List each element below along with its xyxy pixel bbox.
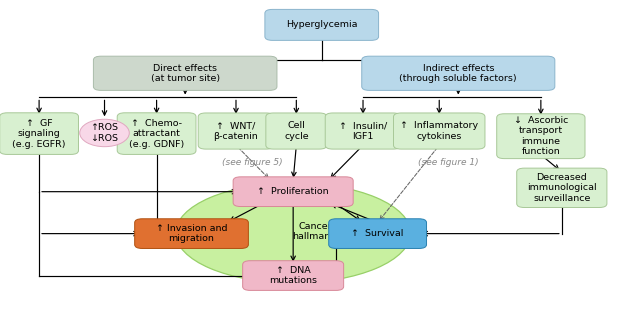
- FancyBboxPatch shape: [497, 114, 585, 159]
- FancyBboxPatch shape: [93, 56, 277, 90]
- Text: ↑ROS
↓ROS: ↑ROS ↓ROS: [90, 123, 118, 143]
- FancyBboxPatch shape: [266, 113, 327, 149]
- Ellipse shape: [80, 119, 129, 147]
- Text: ↑  Survival: ↑ Survival: [351, 229, 404, 238]
- Text: ↑  Inflammatory
cytokines: ↑ Inflammatory cytokines: [400, 121, 478, 141]
- FancyBboxPatch shape: [325, 113, 401, 149]
- FancyBboxPatch shape: [243, 261, 344, 290]
- Text: Hyperglycemia: Hyperglycemia: [286, 20, 358, 29]
- Text: ↑  Chemo-
attractant
(e.g. GDNF): ↑ Chemo- attractant (e.g. GDNF): [129, 119, 184, 148]
- Text: (see figure 5): (see figure 5): [221, 158, 282, 167]
- Text: Indirect effects
(through soluble factors): Indirect effects (through soluble factor…: [399, 64, 517, 83]
- FancyBboxPatch shape: [265, 9, 379, 40]
- FancyBboxPatch shape: [516, 168, 607, 207]
- Text: Cell
cycle: Cell cycle: [284, 121, 308, 141]
- FancyBboxPatch shape: [198, 113, 274, 149]
- FancyBboxPatch shape: [134, 219, 248, 249]
- Ellipse shape: [175, 183, 411, 283]
- Text: Decreased
immunological
surveillance: Decreased immunological surveillance: [527, 173, 596, 203]
- Text: ↑  Proliferation: ↑ Proliferation: [257, 187, 329, 196]
- FancyBboxPatch shape: [0, 113, 79, 155]
- FancyBboxPatch shape: [394, 113, 485, 149]
- Text: Cancer
hallmarks: Cancer hallmarks: [292, 222, 339, 241]
- Text: ↑  GF
signaling
(e.g. EGFR): ↑ GF signaling (e.g. EGFR): [12, 119, 66, 148]
- Text: ↓  Ascorbic
transport
immune
function: ↓ Ascorbic transport immune function: [514, 116, 568, 156]
- FancyBboxPatch shape: [329, 219, 426, 249]
- FancyBboxPatch shape: [233, 177, 353, 206]
- Text: ↑  DNA
mutations: ↑ DNA mutations: [269, 266, 317, 285]
- FancyBboxPatch shape: [117, 113, 196, 155]
- Text: ↑  Insulin/
IGF1: ↑ Insulin/ IGF1: [339, 121, 387, 141]
- Text: (see figure 1): (see figure 1): [419, 158, 479, 167]
- Text: ↑ Invasion and
migration: ↑ Invasion and migration: [156, 224, 227, 243]
- Text: ↑  WNT/
β-catenin: ↑ WNT/ β-catenin: [214, 121, 259, 141]
- Text: Direct effects
(at tumor site): Direct effects (at tumor site): [150, 64, 220, 83]
- FancyBboxPatch shape: [362, 56, 555, 90]
